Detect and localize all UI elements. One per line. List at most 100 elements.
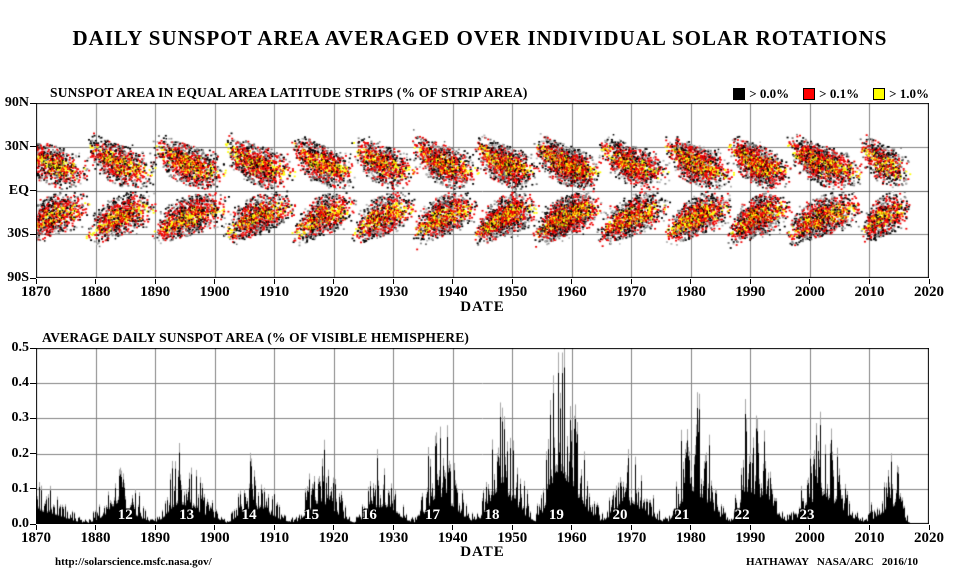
x-axis-tick bbox=[571, 279, 573, 284]
x-axis-tick bbox=[452, 279, 454, 284]
y-axis-tick bbox=[30, 488, 36, 490]
x-axis-tick-label: 1900 bbox=[199, 284, 230, 300]
x-axis-tick-label: 2000 bbox=[794, 284, 825, 300]
butterfly-x-axis-title: DATE bbox=[460, 299, 505, 315]
legend-color-swatch bbox=[803, 88, 816, 100]
x-axis-tick bbox=[95, 279, 97, 284]
y-axis-tick bbox=[30, 417, 36, 419]
cycle-number-label: 14 bbox=[241, 507, 257, 523]
x-axis-tick-label: 1890 bbox=[140, 530, 171, 546]
legend-label: > 0.1% bbox=[819, 86, 860, 101]
y-axis-tick bbox=[30, 233, 36, 235]
x-axis-tick-label: 2000 bbox=[794, 530, 825, 546]
x-axis-tick bbox=[214, 525, 216, 530]
x-axis-tick bbox=[333, 525, 335, 530]
cycle-number-label: 19 bbox=[548, 507, 564, 523]
x-axis-tick-label: 1980 bbox=[675, 530, 706, 546]
x-axis-tick-label: 2010 bbox=[854, 284, 885, 300]
y-axis-tick-label: 30S bbox=[7, 226, 29, 242]
y-axis-tick bbox=[30, 347, 36, 349]
y-axis-tick bbox=[30, 146, 36, 148]
x-axis-tick bbox=[35, 525, 37, 530]
x-axis-tick-label: 1890 bbox=[140, 284, 171, 300]
x-axis-tick-label: 1990 bbox=[735, 284, 766, 300]
x-axis-tick bbox=[273, 525, 275, 530]
x-axis-tick-label: 1920 bbox=[318, 530, 349, 546]
x-axis-tick bbox=[452, 525, 454, 530]
x-axis-tick-label: 1970 bbox=[616, 284, 647, 300]
x-axis-tick-label: 1900 bbox=[199, 530, 230, 546]
x-axis-tick-label: 1970 bbox=[616, 530, 647, 546]
x-axis-tick bbox=[749, 525, 751, 530]
legend-label: > 1.0% bbox=[889, 86, 929, 101]
x-axis-tick bbox=[154, 279, 156, 284]
y-axis-tick bbox=[30, 523, 36, 525]
x-axis-tick bbox=[630, 525, 632, 530]
butterfly-canvas bbox=[36, 103, 929, 278]
y-axis-tick bbox=[30, 277, 36, 279]
y-axis-tick-label: 30N bbox=[4, 138, 29, 154]
x-axis-tick-label: 1960 bbox=[556, 530, 587, 546]
x-axis-tick-label: 1940 bbox=[437, 284, 468, 300]
y-axis-tick-label: EQ bbox=[8, 182, 29, 198]
x-axis-tick bbox=[868, 525, 870, 530]
x-axis-tick-label: 1960 bbox=[556, 284, 587, 300]
butterfly-panel-title: SUNSPOT AREA IN EQUAL AREA LATITUDE STRI… bbox=[50, 85, 528, 100]
y-axis-tick bbox=[30, 190, 36, 191]
x-axis-tick-label: 1870 bbox=[21, 284, 51, 300]
x-axis-tick-label: 1910 bbox=[259, 530, 290, 546]
x-axis-tick-label: 1980 bbox=[675, 284, 706, 300]
x-axis-tick-label: 1870 bbox=[21, 530, 51, 546]
legend-item: > 0.1% bbox=[803, 86, 859, 102]
y-axis-tick-label: 0.5 bbox=[11, 340, 30, 355]
cycle-number-label: 16 bbox=[361, 507, 377, 523]
x-axis-tick-label: 1950 bbox=[497, 530, 528, 546]
area-panel-title: AVERAGE DAILY SUNSPOT AREA (% OF VISIBLE… bbox=[42, 330, 470, 345]
x-axis-tick bbox=[749, 279, 751, 284]
cycle-number-label: 18 bbox=[484, 507, 500, 523]
x-axis-tick bbox=[392, 279, 394, 284]
legend: > 0.0% > 0.1% > 1.0% bbox=[733, 86, 929, 102]
x-axis-tick-label: 1930 bbox=[378, 284, 409, 300]
y-axis-tick-label: 0.2 bbox=[11, 445, 30, 461]
x-axis-tick bbox=[928, 279, 930, 284]
legend-color-swatch bbox=[873, 88, 886, 100]
x-axis-tick bbox=[690, 279, 692, 284]
legend-item: > 0.0% bbox=[733, 86, 789, 102]
cycle-number-label: 21 bbox=[674, 507, 690, 523]
x-axis-tick-label: 2010 bbox=[854, 530, 885, 546]
cycle-number-label: 22 bbox=[734, 507, 750, 523]
y-axis-tick-label: 0.3 bbox=[11, 410, 30, 426]
x-axis-tick-label: 1910 bbox=[259, 284, 290, 300]
x-axis-tick-label: 1880 bbox=[80, 284, 111, 300]
x-axis-tick bbox=[511, 525, 513, 530]
x-axis-tick bbox=[214, 279, 216, 284]
x-axis-tick bbox=[154, 525, 156, 530]
x-axis-tick-label: 1930 bbox=[378, 530, 409, 546]
cycle-number-label: 23 bbox=[799, 507, 815, 523]
credit-text: HATHAWAY NASA/ARC 2016/10 bbox=[746, 556, 918, 568]
area-x-axis-title: DATE bbox=[460, 544, 505, 560]
x-axis-tick-label: 2020 bbox=[914, 284, 944, 300]
x-axis-tick-label: 1920 bbox=[318, 284, 349, 300]
x-axis-tick bbox=[273, 279, 275, 284]
x-axis-tick bbox=[35, 279, 37, 284]
cycle-number-label: 12 bbox=[117, 507, 133, 523]
x-axis-tick bbox=[809, 279, 811, 284]
x-axis-tick bbox=[690, 525, 692, 530]
x-axis-tick bbox=[630, 279, 632, 284]
x-axis-tick bbox=[571, 525, 573, 530]
y-axis-tick-label: 0.0 bbox=[11, 516, 30, 531]
page-title: DAILY SUNSPOT AREA AVERAGED OVER INDIVID… bbox=[72, 26, 888, 50]
legend-label: > 0.0% bbox=[749, 86, 790, 101]
cycle-number-label: 15 bbox=[304, 507, 320, 523]
x-axis-tick bbox=[95, 525, 97, 530]
legend-color-swatch bbox=[733, 88, 746, 100]
x-axis-tick-label: 1950 bbox=[497, 284, 528, 300]
x-axis-tick-label: 1940 bbox=[437, 530, 468, 546]
x-axis-tick bbox=[868, 279, 870, 284]
y-axis-tick-label: 0.1 bbox=[11, 480, 30, 496]
y-axis-tick bbox=[30, 453, 36, 455]
y-axis-tick-label: 0.4 bbox=[11, 375, 30, 391]
